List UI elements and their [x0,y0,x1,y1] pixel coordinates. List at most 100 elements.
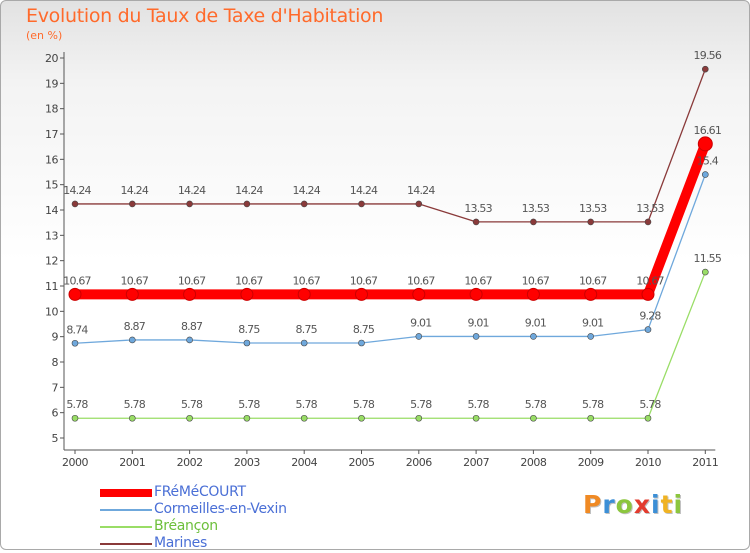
data-label: 9.01 [582,316,603,329]
data-point [644,414,652,422]
data-label: 5.78 [525,398,547,411]
data-label: 8.75 [296,323,318,336]
data-label: 10.67 [178,274,206,287]
data-label: 10.67 [121,274,149,287]
data-point [584,287,598,301]
data-label: 5.78 [639,398,661,411]
data-label: 8.87 [124,320,146,333]
data-label: 5.78 [467,398,489,411]
data-point [697,136,713,152]
y-tick-label: 20 [45,52,58,65]
data-label: 14.24 [63,184,91,197]
data-label: 10.67 [292,274,320,287]
data-label: 5.78 [582,398,604,411]
x-tick-label: 2001 [119,456,145,469]
data-label: 16.61 [694,124,722,137]
data-point [186,200,193,208]
data-point [183,287,197,301]
data-point [300,339,308,347]
data-label: 15.4 [697,155,719,168]
data-label: 8.75 [353,323,375,336]
y-tick-label: 14 [45,204,58,217]
proxiti-logo: Proxiti [583,490,683,519]
data-point [701,171,709,178]
data-point [71,414,79,422]
data-label: 14.24 [178,184,206,197]
data-point [300,200,308,208]
data-label: 9.28 [639,310,661,323]
data-point [300,414,308,422]
y-tick-label: 17 [45,128,58,141]
data-label: 14.24 [235,184,263,197]
data-point [71,200,79,208]
data-label: 10.67 [579,274,607,287]
data-point [530,333,537,340]
data-point [358,414,365,422]
data-point [243,200,251,208]
logo-letter: o [615,490,634,519]
logo-letter: x [633,490,651,519]
data-point [243,414,251,422]
legend-label: Marines [154,535,207,551]
y-tick-label: 11 [45,280,58,293]
data-label: 9.01 [467,316,488,329]
data-label: 13.53 [636,202,664,215]
logo-letter: i [673,490,684,519]
data-label: 14.24 [350,184,378,197]
data-point [641,287,655,301]
x-tick-label: 2004 [291,456,317,469]
data-point [125,287,139,301]
y-tick-label: 8 [52,356,59,369]
data-label: 9.01 [525,316,546,329]
data-point [587,333,595,340]
data-point [129,200,136,208]
x-tick-label: 2010 [635,456,661,469]
data-label: 5.78 [238,398,260,411]
chart-subtitle: (en %) [26,29,63,42]
data-point [469,287,483,301]
data-point [412,287,426,301]
data-label: 5.78 [124,398,146,411]
data-point [355,287,368,301]
data-point [415,333,423,340]
data-label: 10.67 [63,274,91,287]
data-point [358,339,365,347]
data-label: 13.53 [464,202,492,215]
data-point [358,200,365,208]
data-label: 19.56 [694,49,722,62]
data-point [129,336,136,344]
data-point [186,414,193,422]
data-point [297,287,311,301]
data-point [644,326,652,333]
data-point [530,414,537,422]
x-tick-label: 2006 [406,456,432,469]
y-tick-label: 19 [45,77,58,90]
data-label: 13.53 [522,202,550,215]
x-tick-label: 2000 [62,456,88,469]
series-line [74,271,706,419]
data-label: 10.67 [350,274,378,287]
x-tick-label: 2007 [463,456,489,469]
logo-letter: t [660,490,674,519]
logo-letter: P [583,490,603,519]
data-label: 13.53 [579,202,607,215]
data-label: 5.78 [296,398,318,411]
series-line [74,173,706,344]
data-point [472,333,480,340]
y-tick-label: 16 [45,153,58,166]
x-tick-label: 2002 [177,456,203,469]
data-point [587,414,595,422]
data-point [71,339,79,347]
legend-swatch [100,526,152,528]
data-label: 11.55 [694,252,722,265]
data-label: 5.78 [66,398,88,411]
legend-swatch [100,509,152,511]
data-label: 8.74 [66,323,88,336]
y-tick-label: 9 [52,331,59,344]
data-label: 10.67 [636,274,664,287]
data-point [644,218,652,226]
data-point [701,268,709,276]
legend-label: Cormeilles-en-Vexin [154,501,287,517]
